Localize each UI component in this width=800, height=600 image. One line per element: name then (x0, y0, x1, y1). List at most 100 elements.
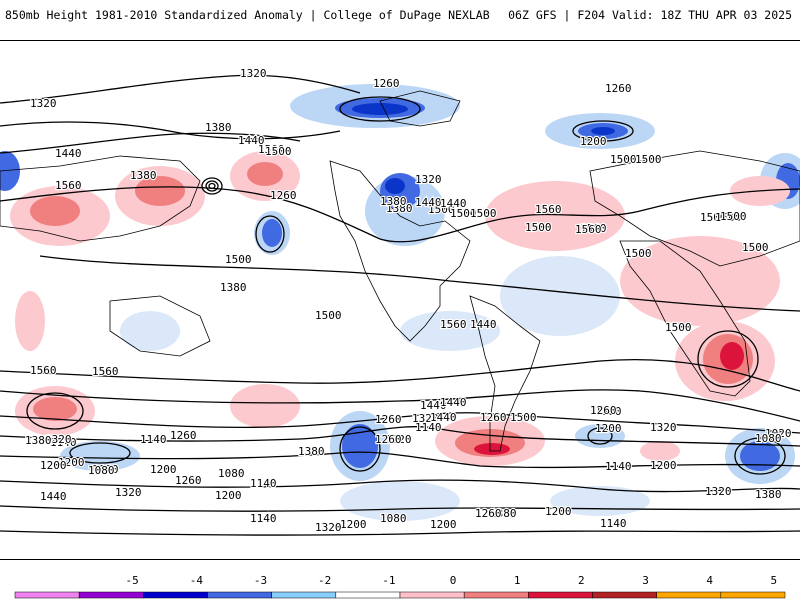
contour-label: 1440 (40, 490, 67, 503)
contour-label: 1200 (580, 135, 607, 148)
colorbar-tick-label: 3 (642, 574, 649, 587)
colorbar-segment (335, 591, 401, 599)
contour-label: 1380 (298, 445, 325, 458)
contour-label: 1260 (375, 413, 402, 426)
contour-label: 1200 (40, 459, 67, 472)
contour-label: 1260 (590, 404, 617, 417)
colorbar-tick-label: 4 (706, 574, 713, 587)
contour-label: 1200 (650, 459, 677, 472)
contour-label: 1260 (480, 411, 507, 424)
contour-label: 1200 (215, 489, 242, 502)
colorbar-segment (399, 591, 465, 599)
colorbar-segment (528, 591, 593, 599)
contour-label: 1440 (55, 147, 82, 160)
contour-label: 1260 (605, 82, 632, 95)
contour-label: 1380 (380, 195, 407, 208)
colorbar-tick-label: 0 (450, 574, 457, 587)
contour-label: 1500 (625, 247, 652, 260)
colorbar-segment (720, 591, 786, 599)
colorbar-segment (78, 591, 144, 599)
contour-label: 1500 (315, 309, 342, 322)
contour-label: 1440 (420, 399, 447, 412)
header: 850mb Height 1981-2010 Standardized Anom… (0, 0, 800, 34)
colorbar-segment (207, 591, 272, 599)
contour-label: 1500 (610, 153, 637, 166)
contour-label: 1380 (490, 507, 517, 520)
contour-label: 1380 (595, 405, 622, 418)
contour-label: 1320 (315, 521, 342, 534)
contour-label: 1500 (525, 221, 552, 234)
contour-label: 1440 (430, 411, 457, 424)
contour-label: 1140 (50, 436, 77, 449)
colorbar-segment (271, 591, 337, 599)
colorbar-graphic: -5 -4 -3 -2 -1 0 1 2 3 4 5 (14, 574, 786, 599)
contour-label: 1440 (470, 318, 497, 331)
contour-label: 1140 (600, 517, 627, 530)
contour-label: 1500 (700, 211, 727, 224)
contour-label: 1320 (45, 433, 72, 446)
contour-label: 1560 (30, 364, 57, 377)
colorbar-tick-label: 5 (771, 574, 778, 587)
colorbar-tick-label: -2 (318, 574, 331, 587)
contour-label: 1380 (205, 121, 232, 134)
contour-label: 1500 (715, 211, 742, 224)
contour-label: 1020 (385, 433, 412, 446)
contour-label: 1320 (705, 485, 732, 498)
contour-label: 1200 (150, 463, 177, 476)
contour-label: 1440 (238, 134, 265, 147)
colorbar-segment (656, 591, 722, 599)
contour-label: 1260 (373, 77, 400, 90)
contour-label: 1140 (605, 460, 632, 473)
contour-label: 1500 (510, 411, 537, 424)
contour-label: 1320 (650, 421, 677, 434)
contour-label: 1320 (115, 486, 142, 499)
colorbar-tick-label: 2 (578, 574, 585, 587)
contour-label: 1500 (720, 210, 747, 223)
contour-label: 1260 (375, 433, 402, 446)
colorbar-segment (592, 591, 657, 599)
contour-label: 1500 (265, 145, 292, 158)
contour-label: 1200 (595, 422, 622, 435)
contour-label: 1200 (58, 456, 85, 469)
contour-label: 1560 (575, 223, 602, 236)
contour-label: 1320 (415, 173, 442, 186)
contour-label: 1500 (428, 203, 455, 216)
contour-label: 1380 (130, 169, 157, 182)
contour-label: 1200 (545, 505, 572, 518)
contour-label: 1200 (340, 518, 367, 531)
colorbar-tick-label: 1 (514, 574, 521, 587)
contour-label: 1260 (270, 189, 297, 202)
contour-label: 1380 (755, 488, 782, 501)
contour-label: 1440 (440, 197, 467, 210)
contour-label: 1080 (92, 463, 119, 476)
contour-label: 1500 (225, 253, 252, 266)
contour-label: 1560 (580, 222, 607, 235)
height-contours (0, 74, 800, 536)
contour-label: 1080 (380, 512, 407, 525)
positive-anomaly-shading (10, 151, 790, 466)
contour-label: 1260 (475, 507, 502, 520)
contour-label: 1500 (742, 241, 769, 254)
colorbar-tick-label: -5 (126, 574, 139, 587)
contour-label: 1380 (386, 202, 413, 215)
contour-label: 1260 (170, 429, 197, 442)
header-run-info: 06Z GFS | F204 Valid: 18Z THU APR 03 202… (508, 8, 792, 22)
contour-label: 1500 (665, 321, 692, 334)
contour-label: 1560 (440, 318, 467, 331)
colorbar-tick-label: -1 (382, 574, 395, 587)
contour-label: 1560 (92, 365, 119, 378)
contour-label: 1440 (440, 396, 467, 409)
contour-label: 1500 (470, 207, 497, 220)
contour-label: 1560 (55, 179, 82, 192)
contour-label: 1320 (650, 421, 677, 434)
contour-label: 1260 (175, 474, 202, 487)
colorbar-segment (143, 591, 208, 599)
contour-label: 1500 (258, 143, 285, 156)
map-panel: 1320 1320 1380 1440 1500 1560 1440 1500 1260 1260… (0, 40, 800, 560)
contour-label: 1320 (240, 67, 267, 80)
contour-label: 1560 (535, 203, 562, 216)
contour-label: 1380 (25, 434, 52, 447)
contour-label: 1380 (220, 281, 247, 294)
